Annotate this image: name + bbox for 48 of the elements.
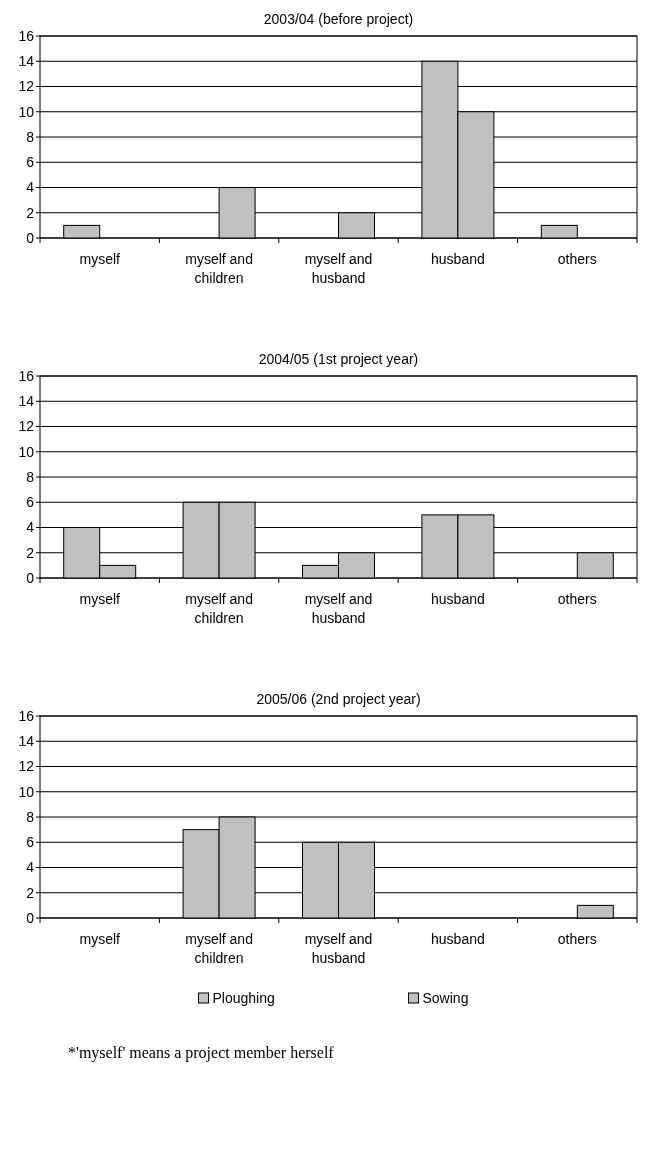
y-tick-label: 2 — [26, 204, 35, 221]
y-tick-label: 6 — [26, 834, 35, 851]
y-tick-label: 6 — [26, 494, 35, 511]
legend-label: Sowing — [422, 990, 469, 1006]
x-tick-label: husband — [431, 591, 485, 607]
y-tick-label: 12 — [18, 418, 35, 435]
text: *'myself' means a project member herself — [68, 1044, 335, 1062]
y-tick-label: 4 — [26, 179, 35, 196]
x-tick-label: myself and children — [185, 591, 253, 626]
x-tick-label: myself and husband — [304, 251, 373, 286]
y-tick-label: 12 — [18, 758, 35, 775]
x-tick-label: husband — [431, 931, 485, 947]
y-tick-label: 14 — [18, 733, 35, 750]
x-tick-label: others — [557, 251, 597, 267]
y-tick-label: 4 — [26, 519, 35, 536]
y-tick-label: 8 — [26, 808, 35, 825]
y-tick-label: 2 — [26, 544, 35, 561]
y-tick-label: 14 — [18, 393, 35, 410]
x-tick-label: myself — [79, 251, 121, 267]
y-tick-label: 10 — [18, 783, 35, 800]
chart-title: 2004/05 (1st project year) — [258, 351, 419, 367]
x-tick-label: myself — [79, 591, 121, 607]
chart-title: 2005/06 (2nd project year) — [256, 691, 421, 707]
y-tick-label: 8 — [26, 468, 35, 485]
y-tick-label: 14 — [18, 53, 35, 70]
y-tick-label: 0 — [26, 569, 35, 586]
y-tick-label: 16 — [18, 367, 35, 384]
x-tick-label: myself and husband — [304, 591, 373, 626]
x-tick-label: husband — [431, 251, 485, 267]
y-tick-label: 8 — [26, 128, 35, 145]
x-tick-label: myself — [79, 931, 121, 947]
x-tick-label: others — [557, 591, 597, 607]
y-tick-label: 0 — [26, 909, 35, 926]
y-tick-label: 6 — [26, 154, 35, 171]
x-tick-label: myself and children — [185, 931, 253, 966]
y-tick-label: 2 — [26, 884, 35, 901]
y-tick-label: 12 — [18, 78, 35, 95]
y-tick-label: 16 — [18, 707, 35, 724]
y-tick-label: 4 — [26, 859, 35, 876]
y-tick-label: 10 — [18, 103, 35, 120]
chart-title: 2003/04 (before project) — [263, 11, 414, 27]
x-tick-label: others — [557, 931, 597, 947]
legend-label: Ploughing — [212, 990, 275, 1006]
x-tick-label: myself and children — [185, 251, 253, 286]
y-tick-label: 16 — [18, 27, 35, 44]
x-tick-label: myself and husband — [304, 931, 373, 966]
y-tick-label: 0 — [26, 229, 35, 246]
y-tick-label: 10 — [18, 443, 35, 460]
